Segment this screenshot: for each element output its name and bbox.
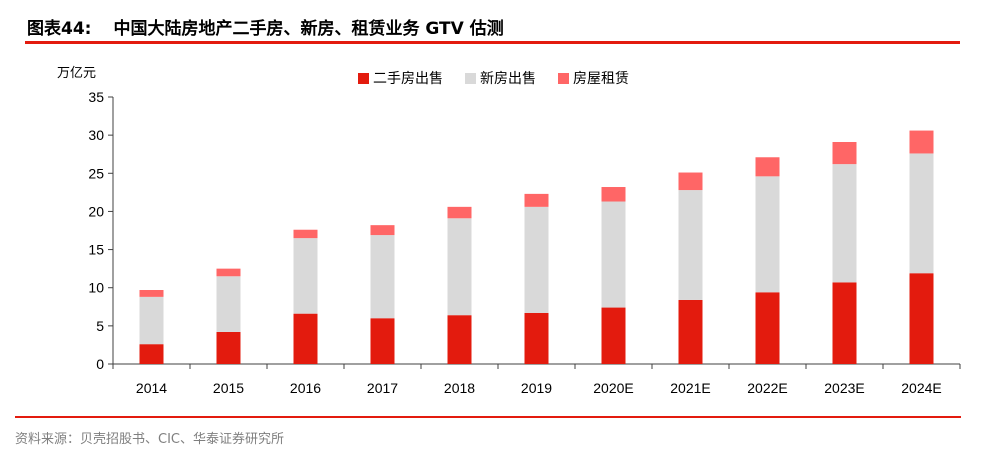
x-tick-label: 2021E (670, 380, 710, 396)
x-tick-label: 2019 (521, 380, 552, 396)
legend-swatch-new-home (465, 72, 476, 84)
bar-new-home (293, 238, 318, 314)
legend-label-new-home: 新房出售 (480, 71, 536, 87)
bar-new-home (139, 296, 164, 345)
legend-item-new-home: 新房出售 (465, 68, 536, 88)
figure-number: 图表44: (27, 19, 92, 39)
legend-swatch-rental (558, 72, 569, 84)
bar-second-hand (678, 299, 703, 364)
x-tick-label: 2016 (290, 380, 321, 396)
bar-second-hand (524, 312, 549, 364)
bar-rental (755, 157, 780, 177)
bar-second-hand (216, 331, 241, 364)
legend-label-second-hand: 二手房出售 (373, 71, 443, 87)
x-tick-label: 2024E (901, 380, 941, 396)
title-divider (25, 41, 960, 44)
chart-legend: 二手房出售 新房出售 房屋租赁 (358, 68, 629, 88)
legend-item-rental: 房屋租赁 (558, 68, 629, 88)
bar-new-home (601, 201, 626, 308)
y-tick-label: 30 (88, 127, 104, 143)
bar-new-home (216, 276, 241, 332)
bar-rental (524, 193, 549, 207)
source-note: 资料来源：贝壳招股书、CIC、华泰证券研究所 (15, 432, 284, 447)
figure-title-text: 中国大陆房地产二手房、新房、租赁业务 GTV 估测 (113, 19, 504, 39)
bar-new-home (909, 153, 934, 274)
bar-new-home (832, 164, 857, 283)
y-tick-label: 10 (88, 280, 104, 296)
x-tick-label: 2017 (367, 380, 398, 396)
x-tick-label: 2020E (593, 380, 633, 396)
y-tick-label: 35 (88, 89, 104, 105)
y-tick-label: 15 (88, 242, 104, 258)
y-tick-label: 5 (96, 318, 104, 334)
bar-second-hand (447, 315, 472, 364)
bar-second-hand (909, 273, 934, 364)
bar-rental (370, 225, 395, 236)
bar-new-home (370, 235, 395, 319)
x-tick-label: 2014 (136, 380, 167, 396)
bar-new-home (447, 218, 472, 316)
bar-rental (293, 229, 318, 239)
x-tick-label: 2023E (824, 380, 864, 396)
bar-second-hand (601, 307, 626, 364)
bar-second-hand (139, 344, 164, 364)
bar-second-hand (293, 313, 318, 364)
bar-rental (601, 187, 626, 202)
x-tick-label: 2022E (747, 380, 787, 396)
bar-new-home (755, 176, 780, 293)
bar-rental (678, 172, 703, 191)
bar-rental (832, 142, 857, 165)
bar-rental (909, 130, 934, 154)
bar-second-hand (832, 282, 857, 364)
legend-label-rental: 房屋租赁 (573, 71, 629, 87)
bar-rental (139, 290, 164, 297)
y-tick-label: 0 (96, 356, 104, 372)
bar-second-hand (755, 292, 780, 364)
x-tick-label: 2018 (444, 380, 475, 396)
y-tick-label: 25 (88, 165, 104, 181)
footer-divider (15, 416, 961, 418)
bar-new-home (678, 190, 703, 300)
bar-new-home (524, 206, 549, 313)
figure-title: 图表44: 中国大陆房地产二手房、新房、租赁业务 GTV 估测 (27, 14, 504, 39)
y-axis-unit-label: 万亿元 (57, 66, 97, 81)
bar-rental (216, 268, 241, 277)
y-tick-label: 20 (88, 203, 104, 219)
legend-item-second-hand: 二手房出售 (358, 68, 443, 88)
legend-swatch-second-hand (358, 72, 369, 84)
bar-second-hand (370, 318, 395, 364)
bar-rental (447, 206, 472, 219)
x-tick-label: 2015 (213, 380, 244, 396)
